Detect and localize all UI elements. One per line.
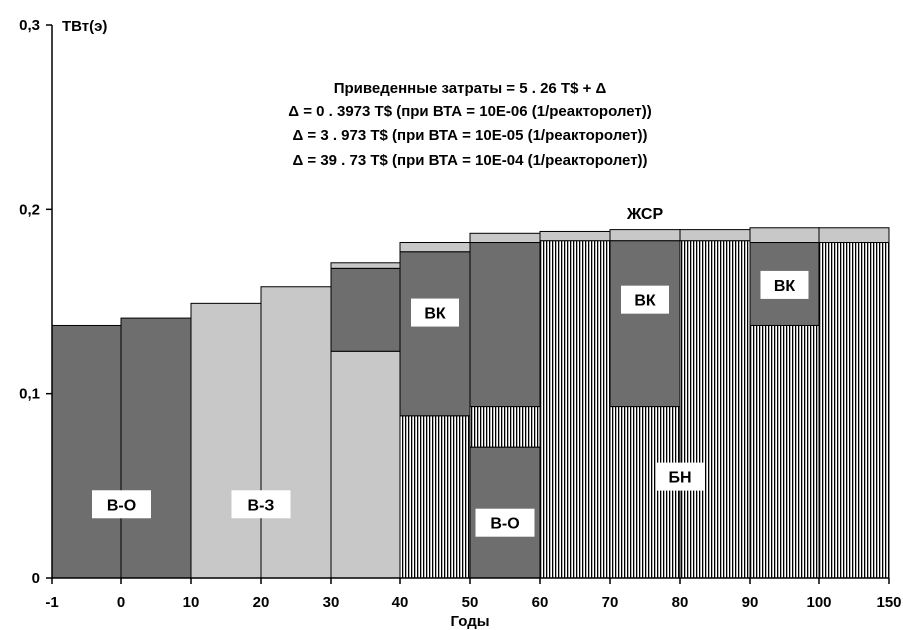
bar-4-segment-2 [330, 262, 401, 269]
segment-label-1: В-З [248, 497, 275, 514]
bar-9-segment-1 [679, 229, 751, 242]
bar-1-segment-0 [120, 317, 192, 579]
x-tick-label-7: 60 [532, 594, 549, 611]
bar-5-segment-1 [399, 251, 471, 417]
bar-4-segment-0 [330, 350, 401, 579]
bar-2-segment-0 [190, 302, 262, 579]
x-tick-label-0: -1 [45, 594, 58, 611]
x-tick-label-6: 50 [462, 594, 479, 611]
annotation-line-4: Δ = 39 . 73 T$ (при ВТА = 10E-04 (1/реак… [292, 152, 647, 169]
x-tick-label-9: 80 [672, 594, 689, 611]
segment-label-0: В-О [107, 497, 136, 514]
bar-7-segment-1 [539, 230, 611, 242]
x-tick-label-12: 150 [876, 594, 901, 611]
bar-11-segment-0 [818, 242, 890, 579]
bar-8-segment-1 [609, 240, 681, 408]
bar-5-segment-2 [399, 242, 471, 253]
x-tick-label-2: 10 [183, 594, 200, 611]
segment-labels: В-О В-З ВК В-О ВК ВК БН ЖСР [92, 206, 809, 537]
segment-label-box-0 [92, 490, 151, 519]
segment-label-7: ЖСР [626, 206, 664, 223]
segment-label-4: ВК [634, 293, 656, 310]
segment-label-box-4 [621, 285, 669, 314]
bar-3-segment-0 [260, 286, 332, 579]
y-ticks: 0 0,1 0,2 0,3 [19, 17, 52, 587]
y-tick-label-2: 0,2 [19, 201, 40, 218]
segment-label-box-1 [231, 490, 291, 519]
x-tick-label-11: 100 [806, 594, 831, 611]
x-tick-label-8: 70 [602, 594, 619, 611]
segment-label-box-2 [411, 298, 459, 327]
bar-0-segment-0 [51, 324, 122, 579]
segment-label-2: ВК [424, 306, 446, 323]
x-tick-label-4: 30 [323, 594, 340, 611]
bar-10-segment-0 [749, 324, 820, 579]
bar-11-segment-1 [818, 227, 890, 244]
bars [51, 227, 890, 579]
segment-label-5: ВК [774, 278, 796, 295]
annotation-line-1: Приведенные затраты = 5 . 26 T$ + Δ [334, 80, 607, 97]
bar-7-segment-0 [539, 240, 611, 579]
bar-8-segment-2 [609, 229, 681, 242]
segment-label-6: БН [668, 470, 691, 487]
x-tick-label-5: 40 [392, 594, 409, 611]
bar-6-segment-2 [469, 242, 541, 408]
y-axis-title: ТВт(э) [62, 18, 107, 35]
y-tick-label-0: 0 [32, 570, 40, 587]
x-tick-label-1: 0 [117, 594, 125, 611]
annotations: Приведенные затраты = 5 . 26 T$ + Δ Δ = … [288, 80, 651, 169]
y-tick-label-1: 0,1 [19, 386, 40, 403]
x-tick-label-3: 20 [253, 594, 270, 611]
segment-label-3: В-О [490, 516, 519, 533]
segment-label-box-6 [656, 462, 704, 491]
bar-10-segment-2 [749, 227, 820, 244]
annotation-line-2: Δ = 0 . 3973 T$ (при ВТА = 10E-06 (1/реа… [288, 103, 651, 120]
segment-label-box-5 [760, 270, 809, 299]
bar-6-segment-3 [469, 232, 541, 244]
y-tick-label-3: 0,3 [19, 17, 40, 34]
annotation-line-3: Δ = 3 . 973 T$ (при ВТА = 10E-05 (1/реак… [292, 127, 647, 144]
bar-9-segment-0 [679, 240, 751, 579]
x-axis-title: Годы [450, 613, 489, 630]
x-ticks: -1 0 10 20 30 40 50 60 70 80 90 100 150 [45, 578, 902, 611]
segment-label-box-3 [475, 508, 535, 537]
bar-8-segment-0 [609, 406, 681, 579]
bar-6-segment-1 [469, 406, 541, 448]
bar-5-segment-0 [399, 415, 471, 579]
x-tick-label-10: 90 [742, 594, 759, 611]
bar-4-segment-1 [330, 267, 401, 352]
